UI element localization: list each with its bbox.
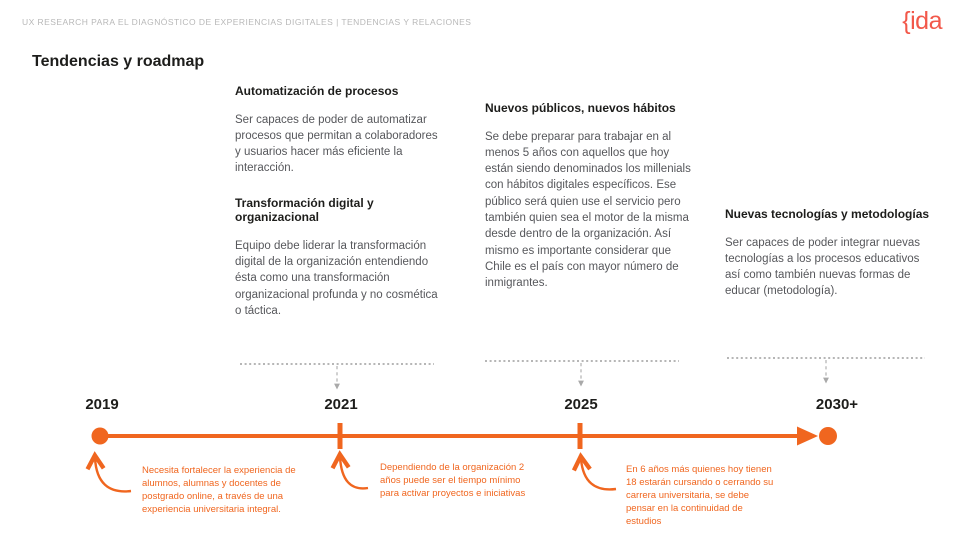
roadmap-column-2030: Nuevas tecnologías y metodologías Ser ca… [725, 207, 932, 319]
section-body: Se debe preparar para trabajar en al men… [485, 130, 691, 290]
section-body: Equipo debe liderar la transformación di… [235, 239, 438, 317]
section-heading: Nuevos públicos, nuevos hábitos [485, 101, 676, 115]
section-transformacion: Transformación digital y organizacional … [235, 196, 442, 319]
roadmap-column-2025: Nuevos públicos, nuevos hábitos Se debe … [485, 101, 692, 310]
dotted-leader-lines [240, 357, 925, 365]
section-nuevos-publicos: Nuevos públicos, nuevos hábitos Se debe … [485, 101, 692, 291]
page-title: Tendencias y roadmap [32, 53, 205, 70]
ida-logo: {ida [902, 7, 942, 35]
timeline-tick-2021 [337, 423, 343, 449]
timeline-annotation-2021: Dependiendo de la organización 2 años pu… [380, 462, 526, 499]
section-heading: Nuevas tecnologías y metodologías [725, 207, 930, 221]
timeline-end-dot [819, 427, 837, 445]
section-heading: Transformación digital y organizacional [235, 195, 374, 225]
breadcrumb: UX RESEARCH PARA EL DIAGNÓSTICO DE EXPER… [22, 17, 472, 27]
year-label-2030: 2030+ [815, 396, 859, 413]
section-automatizacion: Automatización de procesos Ser capaces d… [235, 84, 442, 177]
section-heading: Automatización de procesos [235, 84, 399, 98]
timeline-tick-2025 [577, 423, 583, 449]
timeline-annotation-2025: En 6 años más quienes hoy tienen 18 esta… [626, 464, 774, 527]
year-label-2021: 2021 [324, 396, 358, 413]
timeline-arrowhead-icon [797, 426, 818, 446]
timeline-annotation-2019: Necesita fortalecer la experiencia de al… [142, 465, 296, 515]
timeline-axis [91, 423, 837, 449]
section-body: Ser capaces de poder integrar nuevas tec… [725, 236, 920, 298]
section-nuevas-tecnologias: Nuevas tecnologías y metodologías Ser ca… [725, 207, 932, 300]
annotation-arrow-icons [85, 450, 617, 493]
roadmap-column-2021: Automatización de procesos Ser capaces d… [235, 84, 442, 338]
timeline-start-dot [91, 427, 109, 445]
year-label-2019: 2019 [85, 396, 119, 413]
section-body: Ser capaces de poder de automatizar proc… [235, 113, 438, 175]
year-label-2025: 2025 [564, 396, 598, 413]
